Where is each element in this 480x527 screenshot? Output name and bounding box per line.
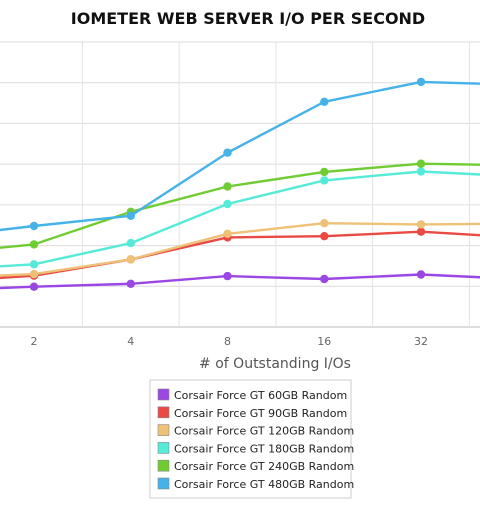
x-axis-label: # of Outstanding I/Os [199,356,351,372]
series-point [126,238,135,248]
series-line [0,162,480,249]
series-point [29,269,39,279]
series-point [223,182,232,191]
series-point [320,219,329,228]
legend-entry: Corsair Force GT 90GB Random [174,407,347,420]
series-line [0,80,480,232]
series-point [29,240,39,249]
series-point [416,270,426,279]
series-point [223,148,232,157]
series-point [126,279,135,288]
x-tick-label: 4 [127,335,134,348]
series-line [0,273,480,290]
series-point [223,229,232,238]
series-point [223,199,232,209]
series-layer [0,77,480,291]
series-point [29,282,39,291]
series-point [320,274,329,284]
legend-swatch [157,477,170,490]
legend-box [149,379,352,499]
legend: Corsair Force GT 60GB Random Corsair Forc… [149,379,354,499]
series-point [126,211,135,220]
x-tick-label: 16 [317,335,331,348]
legend-entry: Corsair Force GT 180GB Random [174,442,354,455]
series-point [223,271,232,281]
x-tick-label: 8 [224,335,231,348]
series-point [416,77,426,87]
series-point [126,255,135,264]
series-point [416,220,426,229]
series-point [29,260,39,269]
legend-swatch [157,459,170,472]
x-axis-ticks: 2 4 8 16 32 [31,335,429,348]
x-tick-label: 2 [31,335,38,348]
legend-swatch [157,424,170,436]
legend-swatch [157,388,170,401]
series-point [416,167,426,176]
legend-entry: Corsair Force GT 60GB Random [174,389,347,402]
series-line [0,170,480,268]
legend-swatch [157,406,170,419]
series-point [320,232,329,241]
series-point [320,97,329,107]
legend-entry: Corsair Force GT 480GB Random [174,478,354,491]
legend-swatch [157,442,170,454]
series-point [320,167,329,177]
chart-title: IOMETER WEB SERVER I/O PER SECOND [71,9,425,28]
legend-entry: Corsair Force GT 240GB Random [174,460,354,473]
x-tick-label: 32 [414,335,428,348]
series-point [416,159,426,168]
series-point [29,221,39,231]
legend-entry: Corsair Force GT 120GB Random [174,425,354,438]
series-point [416,227,426,236]
series-point [320,176,329,185]
